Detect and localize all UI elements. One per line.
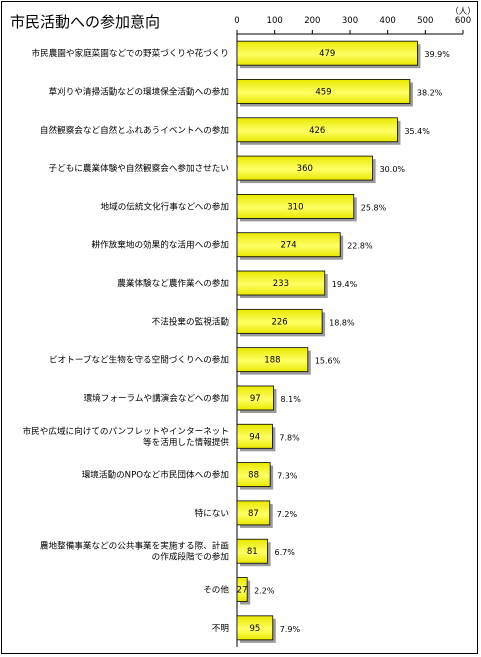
category-label: 市民農園や家庭菜園などでの野菜づくりや花づくり: [32, 47, 230, 59]
bar: [236, 270, 326, 296]
category-label: ビオトープなど生物を守る空間づくりへの参加: [49, 354, 229, 366]
category-label: その他: [203, 584, 229, 596]
bar-value-label: 274: [280, 241, 296, 251]
bar-value-label: 459: [315, 87, 331, 97]
bar: [236, 155, 374, 181]
axis-unit-label: （人）: [450, 6, 476, 17]
bar-percentage-label: 8.1%: [281, 395, 302, 404]
bar-value-label: 226: [271, 317, 287, 327]
bar: [236, 385, 274, 411]
bar-value-label: 97: [250, 394, 261, 404]
bar: [236, 232, 341, 258]
category-label: 草刈りや清掃活動などの環境保全活動への参加: [49, 85, 229, 97]
bar-percentage-label: 18.8%: [329, 318, 355, 327]
bar-percentage-label: 19.4%: [332, 280, 358, 289]
bar: [236, 462, 271, 487]
bar-value-label: 87: [248, 509, 259, 519]
category-label: 環境活動のNPOなど市民団体への参加: [82, 469, 229, 481]
bar-value-label: 81: [247, 547, 258, 557]
category-label: 等を活用した情報提供: [143, 436, 229, 448]
bar: [236, 423, 273, 449]
bar: [236, 347, 309, 373]
bar: [236, 500, 271, 526]
bar-percentage-label: 2.2%: [254, 587, 275, 596]
x-tick-label: 0: [234, 16, 239, 26]
bars: 479 39.9% 459 38.2% 426 35.4% 360 30.0% 310 25.8%…: [236, 40, 450, 643]
bar: [236, 117, 398, 143]
bar-value-label: 188: [264, 356, 280, 366]
x-tick-label: 400: [380, 16, 396, 26]
category-label: 農業体験など農作業への参加: [117, 277, 229, 289]
category-label: 子どもに農業体験や自然観察会へ参加させたい: [49, 162, 229, 174]
bar-percentage-label: 7.2%: [277, 510, 298, 519]
bar-value-label: 310: [287, 202, 303, 212]
category-label: 不明: [212, 623, 229, 634]
bar: [236, 40, 418, 66]
bar-percentage-label: 15.6%: [315, 357, 341, 366]
bar-percentage-label: 39.9%: [424, 50, 450, 59]
bar-percentage-label: 25.8%: [361, 203, 387, 212]
x-tick-label: 600: [455, 16, 471, 26]
category-label: 自然観察会など自然とふれあうイベントへの参加: [40, 124, 229, 136]
x-axis-ticks: 0 100 200 300 400 500 600: [234, 16, 471, 34]
category-labels: 市民農園や家庭菜園などでの野菜づくりや花づくり草刈りや清掃活動などの環境保全活動…: [23, 47, 230, 634]
category-label: 耕作放棄地の効果的な活用への参加: [91, 239, 229, 251]
bar-value-label: 95: [249, 624, 260, 634]
bar-percentage-label: 7.3%: [277, 472, 298, 481]
bar-value-label: 233: [273, 279, 289, 289]
bar-value-label: 94: [249, 432, 260, 442]
bar-value-label: 27: [237, 586, 248, 596]
bar-value-label: 360: [297, 164, 313, 174]
category-label: 地域の伝統文化行事などへの参加: [101, 200, 229, 212]
bar-percentage-label: 35.4%: [404, 127, 430, 136]
chart-title: 市民活動への参加意向: [10, 13, 160, 31]
category-label: 特にない: [195, 507, 229, 519]
category-label: 不法投棄の監視活動: [152, 315, 230, 327]
x-tick-label: 200: [304, 16, 320, 26]
bar-percentage-label: 38.2%: [417, 88, 443, 97]
bar-percentage-label: 7.9%: [280, 625, 301, 634]
bar: [236, 538, 268, 564]
x-tick-label: 500: [417, 16, 433, 26]
category-label: 農地整備事業などの公共事業を実施する際、計画: [40, 540, 229, 552]
bar-value-label: 426: [309, 126, 325, 136]
bar-percentage-label: 30.0%: [380, 165, 406, 174]
bar: [236, 615, 274, 641]
category-label: 市民や広域に向けてのパンフレットやインターネット: [23, 425, 229, 437]
bar: [236, 577, 248, 602]
bar-value-label: 88: [248, 471, 259, 481]
x-tick-label: 300: [342, 16, 358, 26]
category-label: 環境フォーラムや講演会などへの参加: [84, 392, 229, 404]
bar-percentage-label: 22.8%: [347, 242, 373, 251]
bar-percentage-label: 6.7%: [275, 548, 296, 557]
bar: [236, 194, 355, 219]
category-label: の作成段階での参加: [152, 551, 229, 563]
bar-value-label: 479: [319, 49, 335, 59]
bar: [236, 308, 323, 334]
bar-percentage-label: 7.8%: [279, 433, 300, 442]
bar: [236, 79, 411, 104]
x-tick-label: 100: [267, 16, 283, 26]
